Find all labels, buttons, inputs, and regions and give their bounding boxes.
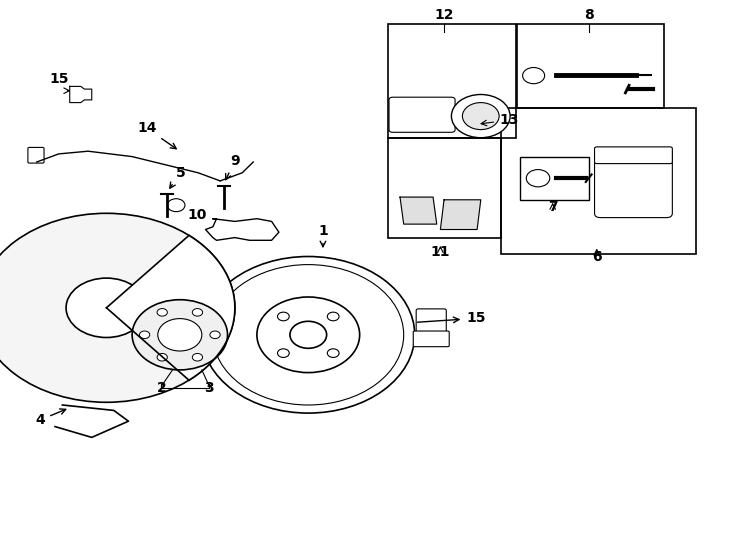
Bar [501,108,696,254]
Text: 1: 1 [318,224,328,247]
Bar [388,138,501,238]
Circle shape [66,278,147,338]
FancyBboxPatch shape [595,150,672,218]
Circle shape [210,331,220,339]
Circle shape [523,68,545,84]
Text: 8: 8 [584,8,594,22]
FancyBboxPatch shape [28,147,44,163]
Circle shape [0,213,235,402]
Circle shape [139,331,150,339]
Bar [388,24,516,138]
Circle shape [277,312,289,321]
Text: 13: 13 [481,113,518,127]
Circle shape [167,199,185,212]
FancyBboxPatch shape [389,97,455,132]
Circle shape [327,312,339,321]
Circle shape [462,103,499,130]
Circle shape [157,308,167,316]
Circle shape [277,349,289,357]
Circle shape [526,170,550,187]
Polygon shape [70,86,92,103]
Text: 15: 15 [49,72,68,86]
Text: 9: 9 [225,154,240,180]
Text: 5: 5 [170,166,186,188]
Text: 3: 3 [204,381,214,395]
Circle shape [158,319,202,351]
Text: 2: 2 [156,381,167,395]
Circle shape [192,354,203,361]
Text: 11: 11 [431,246,450,260]
Bar [520,157,589,200]
FancyBboxPatch shape [595,147,672,164]
Text: 12: 12 [435,8,454,22]
Circle shape [192,308,203,316]
FancyBboxPatch shape [413,331,449,347]
Text: 10: 10 [187,208,206,222]
Circle shape [327,349,339,357]
Circle shape [132,300,228,370]
Circle shape [451,94,510,138]
Text: 14: 14 [137,122,176,148]
Polygon shape [400,197,437,224]
Bar [517,24,664,108]
Circle shape [157,354,167,361]
Polygon shape [440,200,481,230]
Text: 15: 15 [418,312,486,326]
Text: 6: 6 [592,250,602,264]
FancyBboxPatch shape [416,309,446,336]
Text: 4: 4 [35,409,66,427]
Circle shape [290,321,327,348]
Text: 7: 7 [548,200,558,214]
Wedge shape [106,235,235,380]
